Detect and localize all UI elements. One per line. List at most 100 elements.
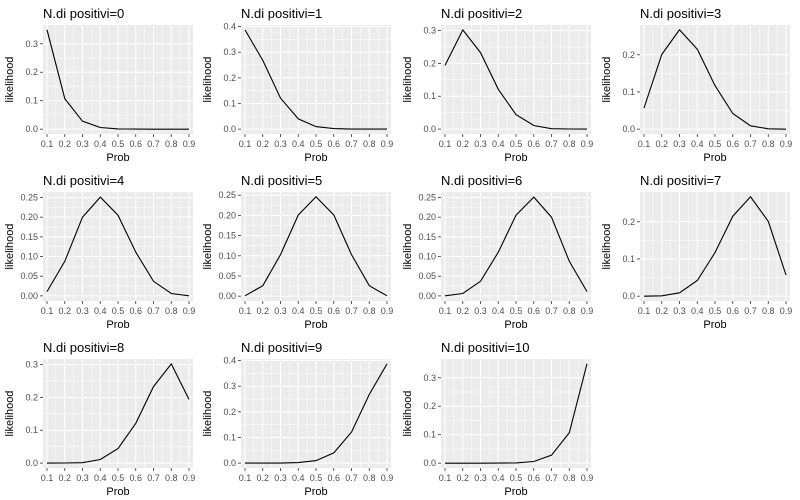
- x-tick-label: 0.2: [58, 473, 71, 483]
- x-tick-label: 0.5: [310, 473, 323, 483]
- likelihood-line: [46, 29, 189, 130]
- x-tick-label: 0.6: [327, 139, 340, 149]
- likelihood-line: [444, 28, 588, 130]
- x-tick-label: 0.4: [292, 306, 305, 316]
- x-tick-label: 0.8: [363, 139, 376, 149]
- y-tick-label: 0.2: [423, 401, 436, 411]
- y-tick-label: 0.10: [218, 251, 236, 261]
- y-tick-label: 0.20: [20, 212, 38, 222]
- panel-10: 0.1 0.2 0.3 0.4 0.5 0.6 0.7 0.8 0.90.00.10.20.3N…: [402, 340, 593, 498]
- x-axis-label: Prob: [106, 486, 129, 498]
- x-tick-label: 0.8: [363, 306, 376, 316]
- x-tick-label: 0.6: [527, 306, 540, 316]
- x-tick-label: 0.6: [527, 473, 540, 483]
- x-tick-label: 0.3: [274, 139, 287, 149]
- x-tick-label: 0.9: [183, 139, 196, 149]
- y-tick-label: 0.1: [622, 87, 635, 97]
- panel-9: 0.1 0.2 0.3 0.4 0.5 0.6 0.7 0.8 0.90.00.10.20.30…: [202, 340, 393, 498]
- x-axis-label: Prob: [304, 486, 327, 498]
- y-axis-label: likelihood: [601, 57, 613, 103]
- y-axis-label: likelihood: [202, 57, 214, 103]
- x-tick-label: 0.9: [780, 306, 793, 316]
- x-tick-label: 0.5: [510, 139, 523, 149]
- x-tick-label: 0.4: [492, 473, 505, 483]
- y-tick-label: 0.0: [622, 124, 635, 134]
- x-tick-label: 0.9: [381, 306, 394, 316]
- x-tick-label: 0.9: [581, 306, 594, 316]
- y-tick-label: 0.0: [423, 124, 436, 134]
- y-tick-label: 0.0: [223, 124, 236, 134]
- x-tick-label: 0.1: [439, 473, 452, 483]
- x-tick-label: 0.4: [94, 139, 107, 149]
- y-tick-label: 0.25: [418, 193, 436, 203]
- x-tick-label: 0.1: [239, 473, 252, 483]
- y-tick-label: 0.2: [622, 217, 635, 227]
- x-axis-label: Prob: [504, 486, 527, 498]
- x-tick-label: 0.4: [691, 306, 704, 316]
- x-tick-label: 0.1: [439, 306, 452, 316]
- y-tick-label: 0.1: [25, 425, 38, 435]
- x-tick-label: 0.1: [439, 139, 452, 149]
- x-tick-label: 0.5: [112, 139, 125, 149]
- panel-8: 0.1 0.2 0.3 0.4 0.5 0.6 0.7 0.8 0.90.00.10.20.3N…: [4, 340, 195, 498]
- y-tick-label: 0.15: [218, 231, 236, 241]
- panel-title: N.di positivi=8: [43, 340, 124, 355]
- x-tick-label: 0.2: [256, 306, 269, 316]
- x-tick-label: 0.5: [510, 473, 523, 483]
- y-tick-label: 0.00: [218, 291, 236, 301]
- x-tick-label: 0.7: [744, 139, 757, 149]
- y-tick-label: 0.1: [622, 254, 635, 264]
- y-axis-label: likelihood: [202, 391, 214, 437]
- x-tick-label: 0.3: [76, 473, 89, 483]
- x-tick-label: 0.5: [112, 473, 125, 483]
- x-tick-label: 0.7: [345, 473, 358, 483]
- x-tick-label: 0.8: [165, 306, 178, 316]
- x-tick-label: 0.2: [58, 139, 71, 149]
- x-tick-label: 0.4: [292, 139, 305, 149]
- y-tick-label: 0.15: [418, 232, 436, 242]
- panel-title: N.di positivi=6: [441, 173, 522, 188]
- x-tick-label: 0.8: [563, 473, 576, 483]
- panel-title: N.di positivi=9: [241, 340, 322, 355]
- x-tick-label: 0.3: [474, 139, 487, 149]
- likelihood-line: [245, 363, 388, 464]
- likelihood-line: [244, 29, 387, 130]
- y-tick-label: 0.25: [218, 190, 236, 200]
- y-tick-label: 0.2: [25, 67, 38, 77]
- panel-title: N.di positivi=1: [241, 6, 322, 21]
- likelihood-line: [244, 196, 388, 297]
- x-tick-label: 0.1: [638, 306, 651, 316]
- y-tick-label: 0.3: [223, 47, 236, 57]
- x-axis-label: Prob: [703, 319, 726, 331]
- x-tick-label: 0.2: [655, 306, 668, 316]
- x-tick-label: 0.3: [76, 306, 89, 316]
- likelihood-line: [46, 362, 190, 464]
- x-tick-label: 0.6: [129, 306, 142, 316]
- y-axis-label: likelihood: [202, 224, 214, 270]
- x-tick-label: 0.2: [256, 473, 269, 483]
- x-tick-label: 0.9: [780, 139, 793, 149]
- x-tick-label: 0.8: [563, 306, 576, 316]
- panel-title: N.di positivi=7: [640, 173, 721, 188]
- x-tick-label: 0.7: [345, 139, 358, 149]
- x-tick-label: 0.3: [76, 139, 89, 149]
- x-axis-label: Prob: [106, 319, 129, 331]
- y-tick-label: 0.1: [25, 96, 38, 106]
- y-tick-label: 0.2: [25, 392, 38, 402]
- y-tick-label: 0.3: [223, 381, 236, 391]
- y-tick-label: 0.20: [218, 210, 236, 220]
- x-tick-label: 0.7: [147, 473, 160, 483]
- x-axis-label: Prob: [504, 152, 527, 164]
- y-tick-label: 0.00: [20, 291, 38, 301]
- x-tick-label: 0.2: [256, 139, 269, 149]
- y-tick-label: 0.2: [423, 58, 436, 68]
- y-tick-label: 0.05: [20, 271, 38, 281]
- panel-title: N.di positivi=2: [441, 6, 522, 21]
- panel-title: N.di positivi=5: [241, 173, 322, 188]
- y-tick-label: 0.1: [223, 98, 236, 108]
- x-tick-label: 0.9: [381, 139, 394, 149]
- x-tick-label: 0.4: [292, 473, 305, 483]
- x-tick-label: 0.6: [527, 139, 540, 149]
- x-tick-label: 0.7: [545, 139, 558, 149]
